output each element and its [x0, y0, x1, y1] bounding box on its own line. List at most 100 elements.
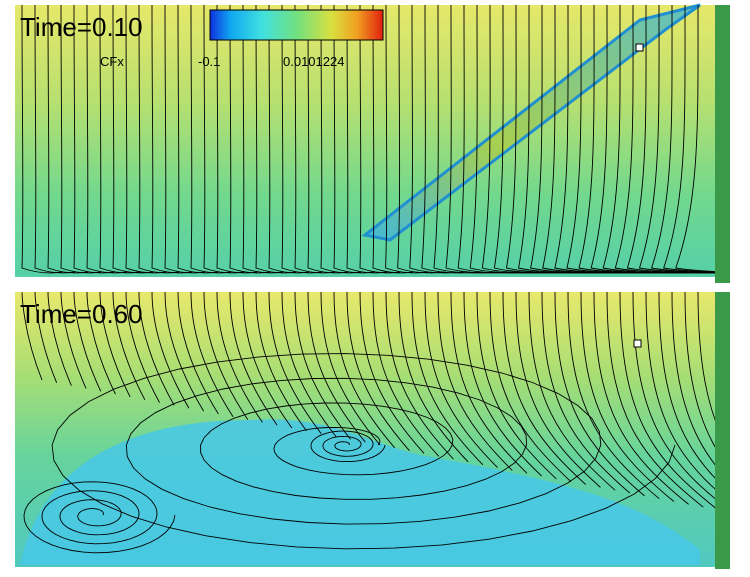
streamline [606, 292, 704, 508]
streamline [445, 5, 516, 274]
streamline [216, 5, 258, 274]
streamline [216, 292, 263, 423]
colorbar [209, 9, 384, 41]
streamline [294, 292, 351, 440]
colorbar-label: CFx [100, 54, 124, 69]
streamline [554, 292, 645, 497]
streamline [203, 5, 245, 274]
streamline [99, 5, 141, 274]
streamline [125, 5, 167, 274]
streamline [86, 5, 128, 274]
wall [15, 277, 715, 283]
probe [633, 339, 642, 348]
streamline [489, 292, 572, 483]
streamline [359, 5, 401, 274]
streamline [242, 5, 284, 274]
streamline [580, 292, 675, 502]
streamline [346, 292, 410, 451]
streamline [47, 5, 89, 274]
streamline [567, 292, 660, 500]
streamline [34, 292, 58, 383]
streamline [138, 292, 175, 406]
streamline [164, 5, 206, 274]
vortex-region [20, 419, 700, 565]
streamline [346, 5, 388, 274]
streamline [433, 5, 499, 274]
streamline [333, 5, 375, 274]
streamline [697, 292, 715, 421]
streamline [469, 5, 551, 274]
wall [15, 567, 715, 577]
streamline [320, 292, 381, 446]
probe [635, 43, 644, 52]
streamline [151, 5, 193, 274]
streamline [73, 292, 102, 392]
streamline [421, 5, 481, 274]
streamline [307, 5, 349, 274]
panel-top: Time=0.10 CFx -0.1 0.0101224 [15, 3, 730, 283]
streamline [476, 292, 557, 480]
streamline [437, 292, 513, 471]
streamline [47, 292, 72, 386]
streamline [34, 5, 76, 274]
streamline [372, 5, 414, 274]
streamline [203, 292, 249, 420]
streamline [268, 5, 310, 274]
streamline [638, 5, 715, 274]
streamline [645, 292, 715, 490]
time-label: Time=0.60 [20, 299, 143, 329]
streamline [177, 292, 219, 415]
streamline [112, 292, 146, 400]
streamline [684, 292, 715, 448]
streamline [21, 5, 63, 274]
streamline [177, 5, 219, 274]
streamline [359, 292, 425, 454]
streamline [73, 5, 115, 274]
streamline [515, 292, 601, 488]
streamline [151, 292, 190, 409]
streamline [294, 5, 336, 274]
streamline [411, 292, 484, 466]
streamline [493, 5, 587, 274]
streamlines [21, 292, 715, 554]
streamline [190, 5, 232, 274]
streamline [463, 292, 542, 477]
colorbar-tick-label: -0.1 [198, 54, 220, 69]
streamline [409, 5, 464, 274]
streamline [424, 292, 498, 468]
streamline [307, 292, 366, 443]
panel-bottom: Time=0.60 [15, 292, 730, 577]
colorbar-tick-label: 0.0101224 [283, 54, 344, 69]
streamline [112, 5, 154, 274]
streamline [60, 5, 102, 274]
streamline [457, 5, 534, 274]
streamline [99, 292, 131, 398]
streamline [385, 292, 454, 460]
streamline [632, 292, 715, 500]
streamline [190, 292, 234, 417]
streamline [663, 5, 715, 273]
streamline [528, 292, 616, 491]
streamline [333, 292, 396, 449]
streamline [51, 353, 676, 550]
streamline [671, 292, 715, 466]
streamline [21, 292, 43, 381]
streamline [86, 292, 116, 395]
streamlines [21, 5, 715, 274]
streamline [320, 5, 362, 274]
streamline [502, 292, 587, 485]
time-label: Time=0.10 [20, 12, 143, 42]
side-wall [715, 5, 730, 283]
streamline [372, 292, 440, 457]
streamline [505, 5, 604, 274]
streamline [125, 292, 160, 403]
streamline [310, 430, 386, 463]
streamline [675, 5, 715, 273]
streamline [281, 292, 337, 437]
streamline [650, 5, 715, 273]
streamline [242, 292, 293, 429]
streamline [450, 292, 528, 474]
streamline [138, 5, 180, 274]
streamline [281, 5, 323, 274]
